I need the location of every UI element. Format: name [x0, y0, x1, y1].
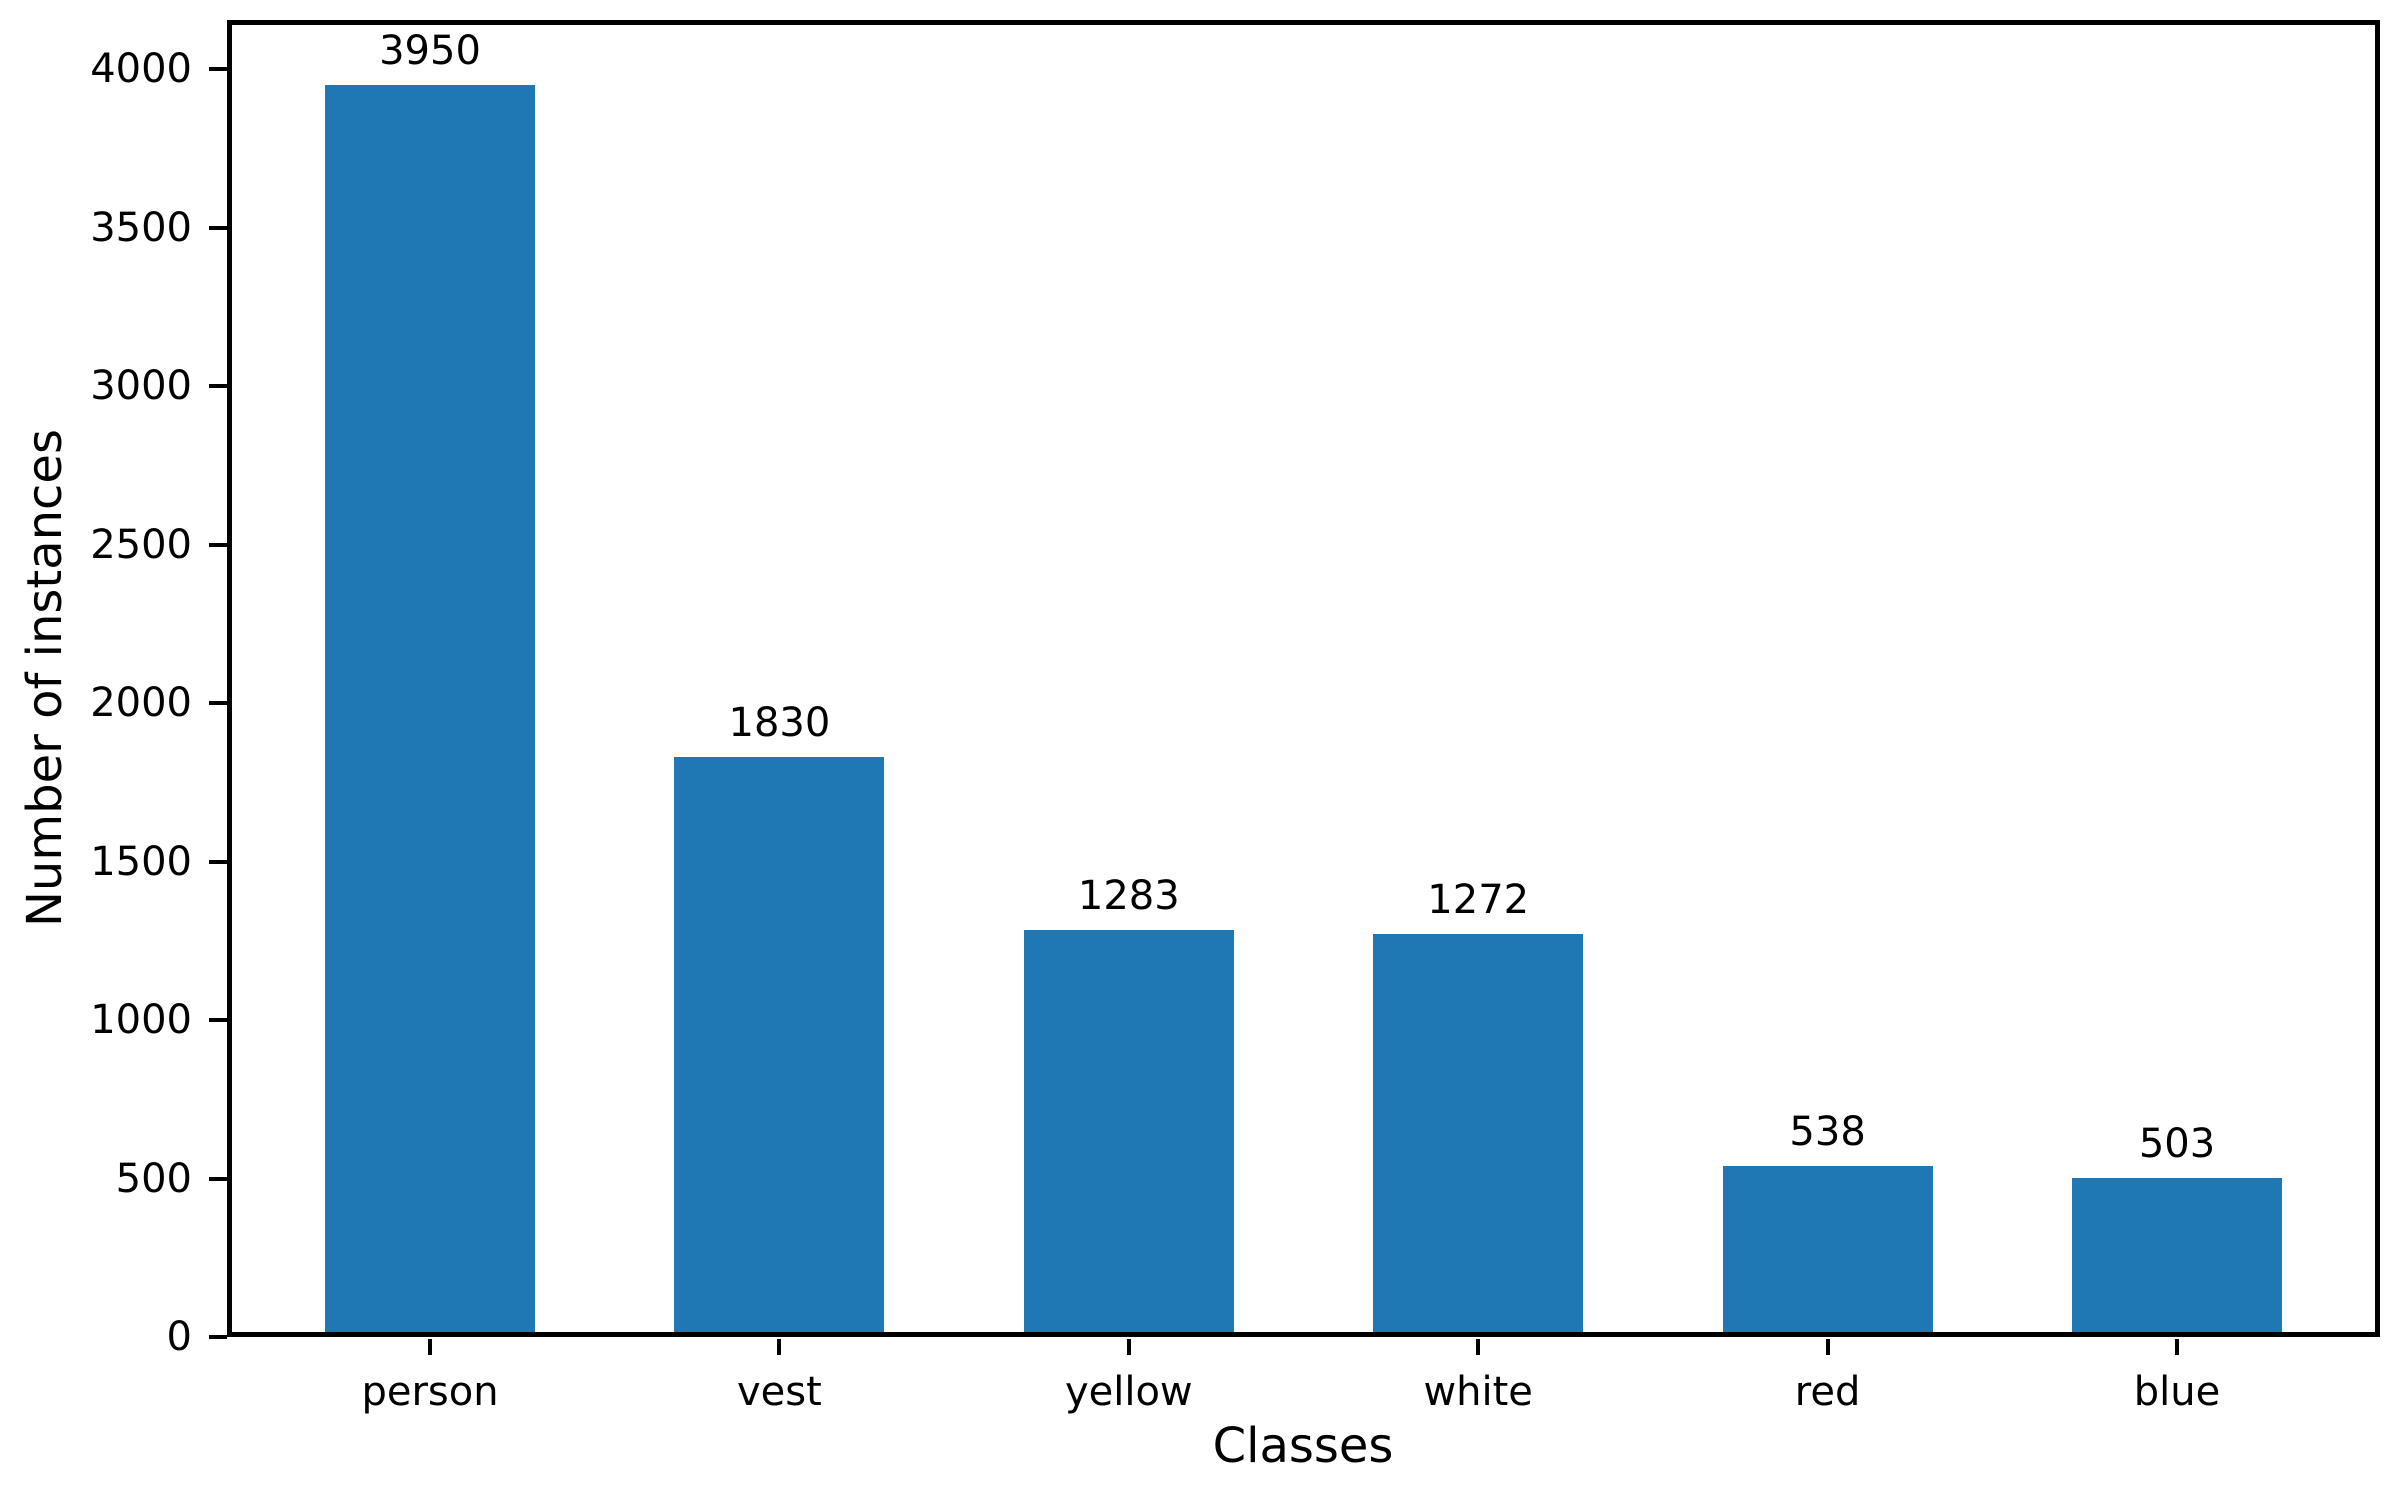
y-axis-tick [209, 701, 227, 706]
bar-value-label: 1272 [1427, 876, 1530, 923]
y-axis-tick-label: 4000 [90, 46, 192, 93]
x-axis-tick [777, 1339, 782, 1355]
bar [2072, 1177, 2282, 1337]
y-axis-tick [209, 67, 227, 72]
y-axis-tick [209, 1176, 227, 1181]
y-axis-tick-label: 1500 [90, 838, 192, 885]
y-axis-tick [209, 225, 227, 230]
x-axis-tick [2175, 1339, 2179, 1355]
bar-value-label: 503 [2138, 1120, 2216, 1167]
y-axis-tick-label: 2000 [90, 680, 192, 727]
x-axis-tick-label: person [361, 1369, 499, 1415]
y-axis-tick-label: 0 [166, 1314, 192, 1360]
bar-value-label: 538 [1789, 1109, 1866, 1156]
y-axis-tick-label: 3000 [90, 363, 192, 410]
bar [325, 84, 535, 1337]
y-axis-tick [209, 1335, 227, 1339]
y-axis-tick [209, 859, 227, 864]
plot-area: 3950 1830 1283 1272 538 503 [227, 20, 2380, 1337]
bar-value-label: 1830 [728, 699, 831, 746]
x-axis-tick [1476, 1339, 1481, 1355]
y-axis-tick [209, 1018, 227, 1023]
y-axis-tick-label: 2500 [90, 521, 192, 568]
x-axis-title: Classes [1212, 1418, 1394, 1474]
y-axis-tick-label: 500 [115, 1155, 192, 1202]
x-axis-tick-label: white [1423, 1369, 1533, 1415]
x-axis-tick-label: blue [2133, 1369, 2221, 1415]
bar [1373, 933, 1584, 1337]
y-axis-tick-label: 3500 [90, 204, 192, 251]
x-axis-tick [1825, 1339, 1830, 1355]
y-axis-tick-label: 1000 [90, 997, 192, 1044]
x-axis-tick-label: vest [736, 1369, 822, 1415]
x-axis-tick [1126, 1339, 1131, 1355]
bar [1023, 930, 1234, 1337]
x-axis-tick-label: red [1794, 1369, 1861, 1415]
y-axis-tick [209, 384, 227, 389]
bar-value-label: 3950 [379, 27, 481, 74]
y-axis-tick [209, 542, 227, 547]
x-axis-tick-label: yellow [1064, 1369, 1193, 1415]
x-axis-tick [428, 1339, 432, 1355]
bar [674, 756, 885, 1337]
bar [1722, 1166, 1933, 1337]
bar-value-label: 1283 [1077, 873, 1180, 920]
